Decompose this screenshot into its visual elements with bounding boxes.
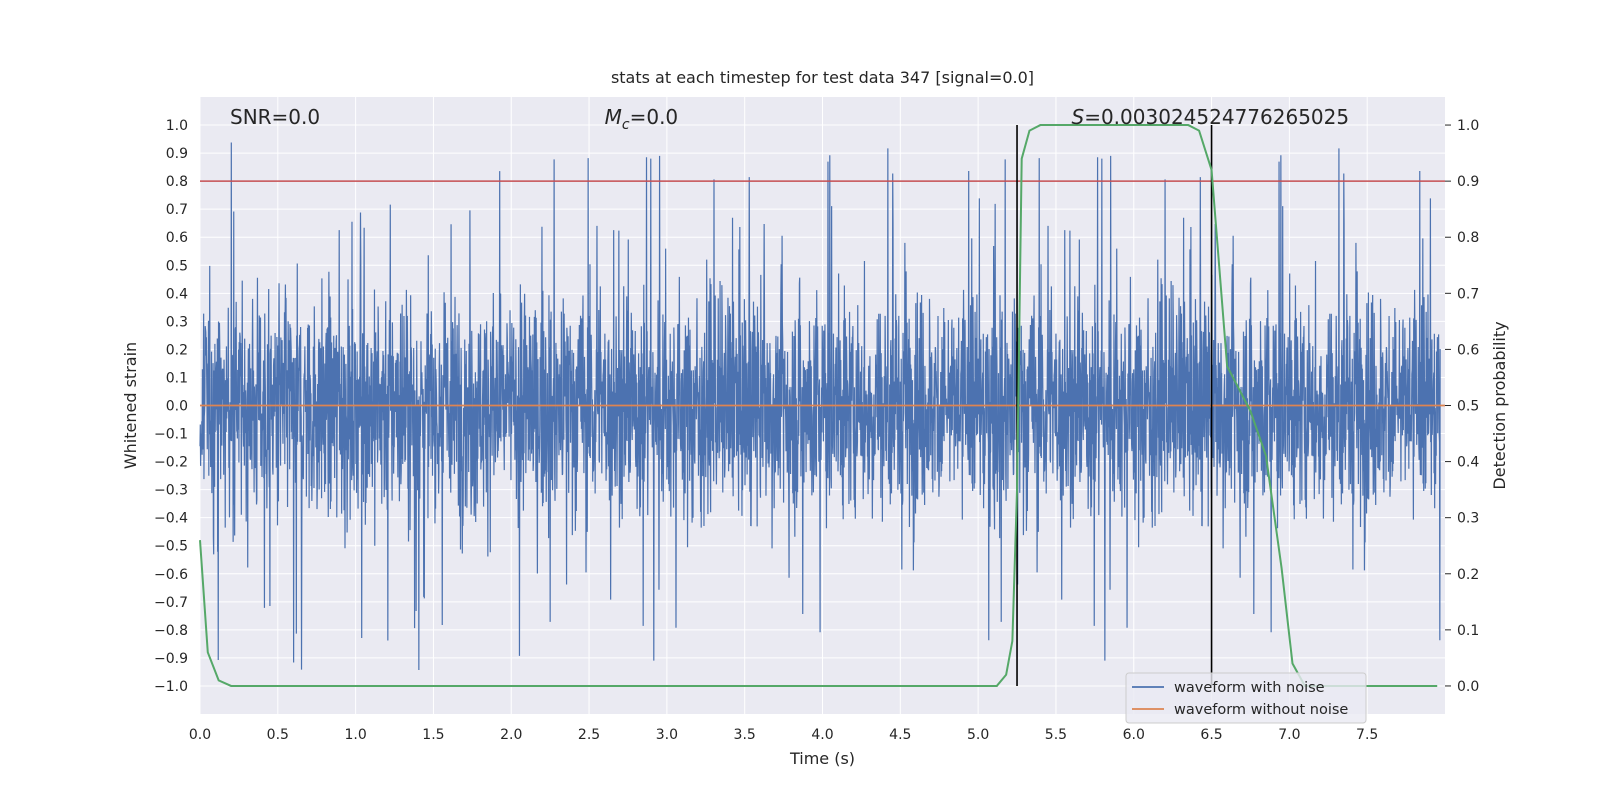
y-tick-label: −0.7 bbox=[154, 595, 188, 611]
x-tick-label: 0.5 bbox=[267, 727, 289, 743]
y-tick-label: 0.7 bbox=[166, 202, 188, 218]
y-tick-label: 0.1 bbox=[166, 370, 188, 386]
y-tick-label: −0.3 bbox=[154, 483, 188, 499]
y-tick-label: −0.1 bbox=[154, 427, 188, 443]
y-tick-label: 1.0 bbox=[166, 118, 188, 134]
y2-axis-label: Detection probability bbox=[1490, 321, 1509, 489]
y2-tick-label: 0.9 bbox=[1457, 174, 1479, 190]
chart-title: stats at each timestep for test data 347… bbox=[611, 68, 1034, 87]
y2-tick-label: 0.6 bbox=[1457, 342, 1479, 358]
series-waveform-with-noise bbox=[199, 142, 1441, 671]
snr-annotation: SNR=0.0 bbox=[230, 105, 320, 129]
y-tick-label: 0.2 bbox=[166, 342, 188, 358]
y2-tick-label: 0.4 bbox=[1457, 455, 1479, 471]
x-ticks: 0.0 0.5 1.0 1.5 2.0 2.5 3.0 3.5 4.0 4.5 5.0 5.5 6.0 6… bbox=[189, 727, 1378, 743]
s-value: =0.003024524776265025 bbox=[1084, 105, 1349, 129]
y2-tick-label: 0.5 bbox=[1457, 399, 1479, 415]
y2-tick-label: 0.8 bbox=[1457, 230, 1479, 246]
legend: waveform with noise waveform without noi… bbox=[1125, 672, 1367, 724]
mc-value: =0.0 bbox=[630, 105, 679, 129]
x-tick-label: 7.5 bbox=[1356, 727, 1378, 743]
x-tick-label: 7.0 bbox=[1278, 727, 1300, 743]
legend-label-waveform-with-noise: waveform with noise bbox=[1174, 680, 1325, 696]
y2-tick-label: 0.1 bbox=[1457, 623, 1479, 639]
vertical-lines bbox=[1016, 125, 1213, 686]
mc-symbol: M bbox=[605, 105, 622, 129]
series-detection-probability bbox=[199, 124, 1438, 687]
y-tick-label: −0.2 bbox=[154, 455, 188, 471]
x-tick-label: 0.0 bbox=[189, 727, 211, 743]
x-tick-label: 2.5 bbox=[578, 727, 600, 743]
x-tick-label: 3.5 bbox=[734, 727, 756, 743]
y-tick-label: −0.9 bbox=[154, 651, 188, 667]
x-tick-label: 3.0 bbox=[656, 727, 678, 743]
x-tick-label: 6.0 bbox=[1123, 727, 1145, 743]
y-tick-label: −0.8 bbox=[154, 623, 188, 639]
mc-subscript: c bbox=[622, 117, 630, 133]
y-ticks: 1.0 0.9 0.8 0.7 0.6 0.5 0.4 0.3 0.2 0.1 0.0 −0.1 −0.… bbox=[154, 118, 188, 695]
x-tick-label: 1.0 bbox=[344, 727, 366, 743]
x-tick-label: 2.0 bbox=[500, 727, 522, 743]
y-tick-label: 0.4 bbox=[166, 286, 188, 302]
y-tick-label: 0.6 bbox=[166, 230, 188, 246]
y2-tick-label: 0.3 bbox=[1457, 511, 1479, 527]
y2-tick-label: 0.2 bbox=[1457, 567, 1479, 583]
chirp-mass-annotation: Mc=0.0 bbox=[605, 105, 679, 133]
noise-waveform-line bbox=[199, 142, 1441, 671]
y-tick-label: 0.8 bbox=[166, 174, 188, 190]
y-tick-label: −0.6 bbox=[154, 567, 188, 583]
x-tick-label: 4.0 bbox=[811, 727, 833, 743]
x-tick-label: 5.0 bbox=[967, 727, 989, 743]
score-annotation: S=0.003024524776265025 bbox=[1072, 105, 1350, 129]
y2-tick-label: 0.0 bbox=[1457, 679, 1479, 695]
x-tick-label: 5.5 bbox=[1045, 727, 1067, 743]
y-tick-label: 0.3 bbox=[166, 314, 188, 330]
x-axis-label: Time (s) bbox=[789, 749, 855, 768]
y-tick-label: 0.5 bbox=[166, 258, 188, 274]
legend-box bbox=[1125, 672, 1367, 724]
y-tick-label: −0.4 bbox=[154, 511, 188, 527]
s-symbol: S bbox=[1072, 105, 1085, 129]
y2-ticks: 1.0 0.9 0.8 0.7 0.6 0.5 0.4 0.3 0.2 0.1 0.0 bbox=[1445, 118, 1479, 695]
y2-tick-label: 1.0 bbox=[1457, 118, 1479, 134]
y-tick-label: 0.9 bbox=[166, 146, 188, 162]
y2-tick-label: 0.7 bbox=[1457, 286, 1479, 302]
x-tick-label: 1.5 bbox=[422, 727, 444, 743]
y-tick-label: 0.0 bbox=[166, 399, 188, 415]
x-tick-label: 4.5 bbox=[889, 727, 911, 743]
probability-line bbox=[199, 124, 1438, 687]
legend-label-waveform-without-noise: waveform without noise bbox=[1174, 702, 1348, 718]
y-tick-label: −1.0 bbox=[154, 679, 188, 695]
y-tick-label: −0.5 bbox=[154, 539, 188, 555]
x-tick-label: 6.5 bbox=[1200, 727, 1222, 743]
y-axis-label: Whitened strain bbox=[121, 342, 140, 469]
